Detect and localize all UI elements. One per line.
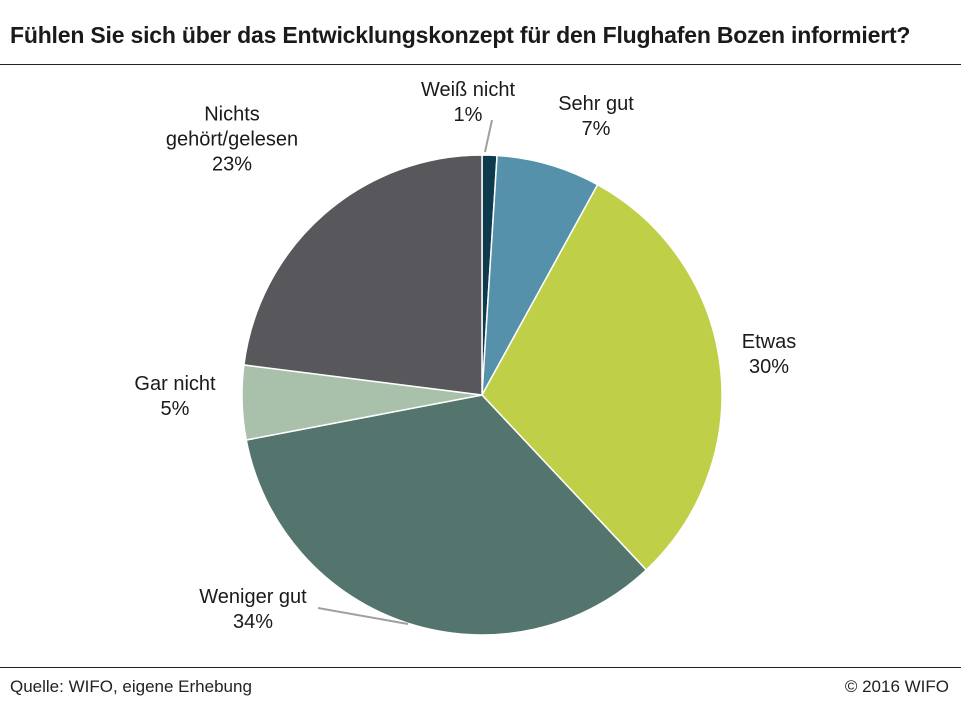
- slice-value-label-weiß-nicht: 1%: [454, 104, 483, 126]
- slice-value-label-nichts-gehört-gelesen: 23%: [212, 153, 252, 175]
- copyright-note: © 2016 WIFO: [844, 677, 949, 696]
- slice-etwas: [481, 183, 723, 572]
- leader-line-weniger-gut: [317, 607, 409, 625]
- slice-name-label-gar-nicht: Gar nicht: [134, 373, 216, 395]
- slice-labels: Weiß nicht 1% Sehr gut 7% Etwas 30% Weniger gu…: [134, 79, 796, 633]
- slice-name-label-nichts-gehört-gelesen: gehört/gelesen: [166, 128, 298, 150]
- slice-value-label-gar-nicht: 5%: [161, 398, 190, 420]
- slice-name-label-etwas: Etwas: [742, 331, 796, 353]
- slice-name-label-weniger-gut: Weniger gut: [199, 586, 307, 608]
- slice-name-label-nichts-gehört-gelesen: Nichts: [204, 103, 260, 125]
- slice-value-label-sehr-gut: 7%: [582, 118, 611, 140]
- leader-lines: [317, 119, 493, 625]
- slice-name-label-sehr-gut: Sehr gut: [558, 93, 634, 115]
- top-divider: [0, 64, 961, 65]
- pie-slices: [241, 154, 723, 636]
- slice-nichts-gehört-gelesen: [243, 154, 483, 396]
- slice-name-label-weiß-nicht: Weiß nicht: [421, 79, 516, 101]
- chart-title: Fühlen Sie sich über das Entwicklungskon…: [10, 22, 911, 48]
- slice-sehr-gut: [481, 154, 599, 396]
- bottom-divider: [0, 667, 961, 668]
- source-note: Quelle: WIFO, eigene Erhebung: [10, 677, 252, 696]
- slice-value-label-etwas: 30%: [749, 356, 789, 378]
- leader-line-weiß-nicht: [484, 119, 493, 153]
- slice-value-label-weniger-gut: 34%: [233, 611, 273, 633]
